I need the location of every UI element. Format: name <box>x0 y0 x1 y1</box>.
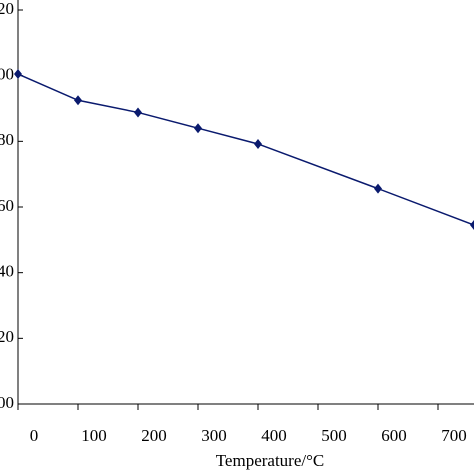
x-tick-label: 100 <box>81 426 107 445</box>
x-axis-label: Temperature/°C <box>216 451 325 470</box>
x-tick-label: 700 <box>441 426 467 445</box>
y-tick-label: 20 <box>0 0 14 18</box>
x-tick-label: 0 <box>30 426 39 445</box>
x-tick-label: 600 <box>381 426 407 445</box>
x-tick-label: 500 <box>321 426 347 445</box>
data-point <box>470 220 474 231</box>
data-line <box>17 73 474 226</box>
x-tick-label: 300 <box>201 426 227 445</box>
x-tick-label: 200 <box>141 426 167 445</box>
data-point <box>254 138 262 149</box>
x-tick-label: 400 <box>261 426 287 445</box>
data-point <box>134 107 142 118</box>
data-point <box>374 183 382 194</box>
data-point <box>74 95 82 106</box>
y-tick-label: 00 <box>0 65 14 84</box>
data-point <box>194 123 202 134</box>
y-tick-label: 40 <box>0 262 14 281</box>
y-tick-label: 60 <box>0 196 14 215</box>
y-tick-label: 80 <box>0 130 14 149</box>
y-tick-label: 00 <box>0 393 14 412</box>
y-tick-label: 20 <box>0 327 14 346</box>
data-point <box>14 69 22 80</box>
